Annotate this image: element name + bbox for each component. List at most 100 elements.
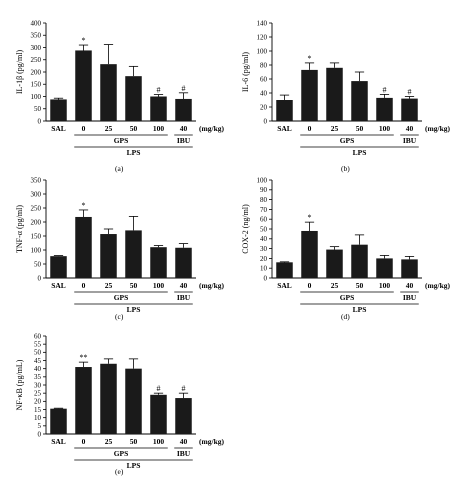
unit-label: (mg/kg)	[199, 281, 225, 290]
y-tick-label: 35	[34, 373, 42, 381]
y-tick-label: 80	[260, 61, 268, 69]
x-tick-label: SAL	[51, 437, 66, 446]
panel-b: 0 20 40 60 80 100 120 140 IL-6 (pg/ml) * # # SAL 0 25 5…	[226, 15, 452, 175]
y-tick-label: 40	[260, 235, 268, 243]
x-tick-label: 0	[308, 124, 312, 133]
lps-group-label: LPS	[127, 461, 141, 470]
significance-mark: #	[182, 84, 186, 93]
unit-label: (mg/kg)	[425, 124, 451, 133]
ibu-group-label: IBU	[177, 136, 191, 145]
caption-b: (b)	[341, 164, 350, 173]
bar	[376, 97, 393, 121]
significance-mark: #	[157, 86, 161, 95]
y-axis-label: IL-6 (pg/ml)	[241, 52, 250, 93]
y-tick-label: 100	[31, 246, 42, 254]
y-axis-label: IL-1β (pg/ml)	[15, 50, 24, 95]
significance-mark: *	[82, 201, 86, 210]
gps-group-label: GPS	[340, 293, 355, 302]
ibu-group-label: IBU	[177, 293, 191, 302]
x-tick-label: 100	[379, 124, 391, 133]
bar	[351, 244, 368, 278]
caption-e: (e)	[115, 467, 124, 476]
x-tick-label: 100	[153, 124, 165, 133]
y-tick-label: 60	[260, 216, 268, 224]
y-tick-label: 250	[31, 204, 42, 212]
x-tick-label: 0	[82, 281, 86, 290]
y-tick-label: 120	[257, 33, 268, 41]
gps-group-label: GPS	[114, 136, 129, 145]
x-tick-label: 25	[105, 437, 113, 446]
y-tick-label: 25	[34, 390, 42, 398]
x-tick-label: 100	[153, 281, 165, 290]
y-tick-label: 20	[34, 398, 42, 406]
lps-group-label: LPS	[127, 305, 141, 314]
lps-group-label: LPS	[127, 148, 141, 157]
y-tick-label: 30	[34, 381, 42, 389]
significance-mark: #	[157, 384, 161, 393]
y-tick-label: 80	[260, 196, 268, 204]
x-tick-label: 40	[406, 124, 414, 133]
x-tick-label: 50	[130, 124, 138, 133]
significance-mark: **	[80, 353, 88, 362]
y-tick-label: 20	[260, 255, 268, 263]
bar	[100, 363, 117, 434]
y-axis-label: COX-2 (ng/ml)	[241, 204, 250, 254]
panel-a: 0 50 100 150 200 250 300 350 400 IL-1β (pg/ml) * # #…	[0, 15, 226, 175]
bar	[125, 76, 142, 121]
lps-group-label: LPS	[353, 148, 367, 157]
y-tick-label: 30	[260, 245, 268, 253]
x-tick-label: 50	[356, 124, 364, 133]
y-tick-label: 0	[264, 117, 268, 125]
bar	[326, 67, 343, 121]
unit-label: (mg/kg)	[199, 437, 225, 446]
caption-a: (a)	[115, 164, 124, 173]
gps-group-label: GPS	[114, 293, 129, 302]
x-tick-label: 0	[82, 437, 86, 446]
y-tick-label: 400	[31, 19, 42, 27]
chart-tnfa: 0 50 100 150 200 250 300 350 TNF-α (pg/ml) * SAL 0 2…	[15, 176, 225, 314]
y-tick-label: 5	[38, 422, 42, 430]
significance-mark: *	[82, 36, 86, 45]
y-tick-label: 350	[31, 176, 42, 184]
y-tick-label: 55	[34, 341, 42, 349]
y-tick-label: 60	[34, 332, 42, 340]
significance-mark: #	[182, 384, 186, 393]
ibu-group-label: IBU	[403, 136, 417, 145]
ibu-group-label: IBU	[403, 293, 417, 302]
y-tick-label: 50	[260, 225, 268, 233]
x-tick-label: 0	[82, 124, 86, 133]
x-tick-label: SAL	[51, 281, 66, 290]
x-tick-label: 100	[153, 437, 165, 446]
bar	[276, 100, 293, 121]
y-tick-label: 10	[260, 265, 268, 273]
bar	[301, 230, 318, 278]
y-tick-label: 300	[31, 190, 42, 198]
bar	[326, 249, 343, 278]
bar	[401, 259, 418, 278]
bar	[150, 96, 167, 121]
y-tick-label: 0	[264, 274, 268, 282]
y-tick-label: 100	[257, 47, 268, 55]
y-tick-label: 100	[257, 176, 268, 184]
significance-mark: #	[408, 88, 412, 97]
y-tick-label: 50	[34, 105, 42, 113]
bar	[175, 398, 192, 434]
x-tick-label: 50	[130, 437, 138, 446]
significance-mark: *	[308, 54, 312, 63]
bar	[75, 50, 92, 121]
x-tick-label: 100	[379, 281, 391, 290]
gps-group-label: GPS	[114, 449, 129, 458]
chart-il6: 0 20 40 60 80 100 120 140 IL-6 (pg/ml) * # # SAL 0 25 5…	[241, 19, 451, 157]
bar	[175, 247, 192, 278]
y-tick-label: 40	[34, 365, 42, 373]
unit-label: (mg/kg)	[425, 281, 451, 290]
x-tick-label: 40	[180, 281, 188, 290]
unit-label: (mg/kg)	[199, 124, 225, 133]
x-tick-label: 50	[130, 281, 138, 290]
bar	[351, 81, 368, 121]
y-tick-label: 15	[34, 406, 42, 414]
y-tick-label: 200	[31, 68, 42, 76]
ibu-group-label: IBU	[177, 449, 191, 458]
